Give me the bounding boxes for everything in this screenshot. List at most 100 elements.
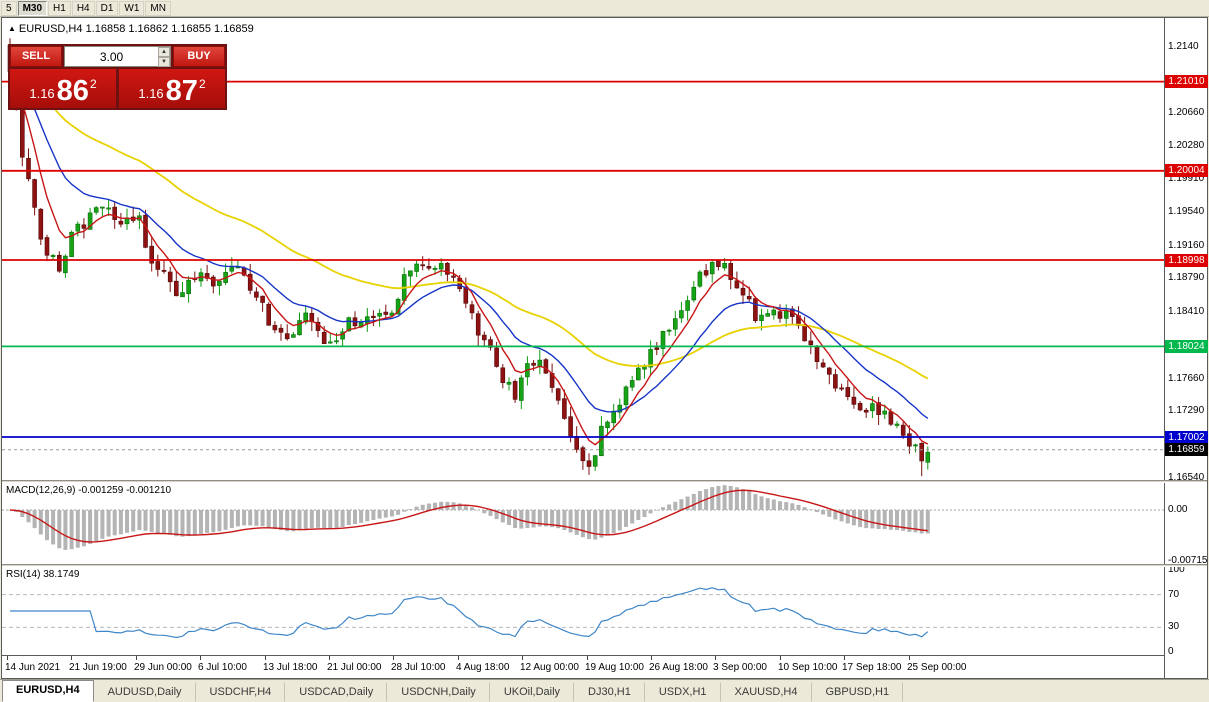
price-axis-tick: 1.17290 — [1168, 405, 1205, 416]
time-axis-label: 13 Jul 18:00 — [263, 662, 318, 673]
price-axis-tick: 1.20280 — [1168, 140, 1205, 151]
buy-button[interactable]: BUY — [173, 46, 225, 67]
time-axis-label: 21 Jul 00:00 — [327, 662, 382, 673]
price-line-tag: 1.17002 — [1165, 431, 1208, 444]
price-line-tag: 1.18998 — [1165, 254, 1208, 267]
current-price-tag: 1.16859 — [1165, 443, 1208, 456]
time-axis[interactable]: 14 Jun 2021 21 Jun 19:00 29 Jun 00:00 6 Jul… — [2, 655, 1164, 678]
buy-price-point: 2 — [198, 77, 206, 91]
time-axis-label: 25 Sep 00:00 — [907, 662, 967, 673]
timeframe-button-5[interactable]: 5 — [1, 0, 17, 16]
one-click-trade-panel: SELL ▲ ▼ BUY 1.16862 1.168 — [8, 44, 227, 110]
time-axis-tick — [136, 656, 137, 660]
time-axis-label: 19 Aug 10:00 — [585, 662, 644, 673]
price-line-tag: 1.21010 — [1165, 75, 1208, 88]
rsi-indicator-label: RSI(14) 38.1749 — [6, 569, 80, 580]
rsi-pane[interactable]: RSI(14) 38.1749 — [2, 567, 1164, 655]
time-axis-tick — [909, 656, 910, 660]
timeframe-button-W1[interactable]: W1 — [119, 0, 145, 16]
price-pane[interactable]: ▲ EURUSD,H4 1.16858 1.16862 1.16855 1.168… — [2, 18, 1164, 480]
timeframe-button-H1[interactable]: H1 — [48, 0, 71, 16]
time-axis-tick — [393, 656, 394, 660]
macd-pane[interactable]: MACD(12,26,9) -0.001259 -0.001210 — [2, 483, 1164, 564]
sell-price-pips: 86 — [56, 75, 89, 108]
sell-price-point: 2 — [89, 77, 97, 91]
sell-price-button[interactable]: 1.16 86 2 — [10, 69, 116, 108]
pane-splitter[interactable] — [2, 564, 1207, 567]
time-axis-label: 14 Jun 2021 — [5, 662, 61, 673]
time-axis-tick — [458, 656, 459, 660]
chart-window: ▲ EURUSD,H4 1.16858 1.16862 1.16855 1.168… — [1, 17, 1208, 679]
sell-button[interactable]: SELL — [10, 46, 62, 67]
sell-price-base: 1.16 — [29, 86, 55, 101]
buy-price-button[interactable]: 1.16 87 2 — [119, 69, 225, 108]
timeframe-button-MN[interactable]: MN — [145, 0, 171, 16]
volume-increase-button[interactable]: ▲ — [158, 47, 170, 57]
time-axis-label: 26 Aug 18:00 — [649, 662, 708, 673]
time-axis-tick — [71, 656, 72, 660]
price-axis-tick: 1.2140 — [1168, 41, 1199, 52]
time-axis-tick — [200, 656, 201, 660]
buy-price-pips: 87 — [165, 75, 198, 108]
time-axis-tick — [265, 656, 266, 660]
macd-axis-label: 0.00 — [1168, 504, 1188, 515]
chart-title: ▲ EURUSD,H4 1.16858 1.16862 1.16855 1.168… — [8, 23, 254, 35]
time-axis-tick — [780, 656, 781, 660]
chart-tab-AUDUSD-Daily[interactable]: AUDUSD,Daily — [94, 682, 196, 702]
timeframe-toolbar: 5 M30 H1 H4 D1 W1 MN — [0, 0, 1209, 17]
time-axis-label: 21 Jun 19:00 — [69, 662, 127, 673]
macd-chart[interactable] — [2, 483, 1164, 564]
macd-indicator-label: MACD(12,26,9) -0.001259 -0.001210 — [6, 485, 172, 496]
time-axis-tick — [715, 656, 716, 660]
chart-tab-USDX-H1[interactable]: USDX,H1 — [645, 682, 721, 702]
chart-tab-DJ30-H1[interactable]: DJ30,H1 — [574, 682, 645, 702]
pane-splitter[interactable] — [2, 480, 1207, 483]
chart-tab-GBPUSD-H1[interactable]: GBPUSD,H1 — [812, 682, 904, 702]
time-axis-tick — [651, 656, 652, 660]
price-axis-tick: 1.19160 — [1168, 240, 1205, 251]
chart-tab-UKOil-Daily[interactable]: UKOil,Daily — [490, 682, 575, 702]
price-axis-tick: 1.19540 — [1168, 206, 1205, 217]
time-axis-tick — [7, 656, 8, 660]
rsi-axis-label: 0 — [1168, 646, 1174, 657]
one-click-toggle-icon[interactable]: ▲ — [8, 24, 16, 33]
price-line-tag: 1.20004 — [1165, 164, 1208, 177]
price-axis-tick: 1.18790 — [1168, 272, 1205, 283]
timeframe-button-D1[interactable]: D1 — [95, 0, 119, 16]
chart-tab-EURUSD-H4[interactable]: EURUSD,H4 — [2, 680, 94, 702]
time-axis-label: 10 Sep 10:00 — [778, 662, 838, 673]
time-axis-label: 17 Sep 18:00 — [842, 662, 902, 673]
time-axis-tick — [587, 656, 588, 660]
rsi-chart[interactable] — [2, 567, 1164, 655]
rsi-axis-label: 100 — [1168, 564, 1185, 575]
timeframe-button-H4[interactable]: H4 — [71, 0, 95, 16]
price-axis[interactable]: 1.2140 1.20660 1.20280 1.19910 1.19540 1.1916… — [1164, 18, 1208, 678]
chart-tabs-bar: EURUSD,H4 AUDUSD,Daily USDCHF,H4 USDCAD,Dai… — [0, 679, 1209, 702]
time-axis-label: 4 Aug 18:00 — [456, 662, 510, 673]
rsi-axis-label: 70 — [1168, 589, 1180, 600]
time-axis-label: 12 Aug 00:00 — [520, 662, 579, 673]
price-axis-tick: 1.17660 — [1168, 373, 1205, 384]
chart-tab-USDCHF-H4[interactable]: USDCHF,H4 — [196, 682, 286, 702]
price-line-tag: 1.18024 — [1165, 340, 1208, 353]
timeframe-button-M30[interactable]: M30 — [17, 0, 48, 16]
volume-box: ▲ ▼ — [64, 46, 171, 67]
volume-input[interactable] — [65, 47, 158, 66]
macd-axis-label: -0.00715 — [1168, 555, 1208, 566]
chart-tab-USDCNH-Daily[interactable]: USDCNH,Daily — [387, 682, 490, 702]
price-axis-tick: 1.18410 — [1168, 306, 1205, 317]
chart-tab-USDCAD-Daily[interactable]: USDCAD,Daily — [285, 682, 388, 702]
price-axis-tick: 1.19910 — [1168, 173, 1205, 184]
time-axis-label: 6 Jul 10:00 — [198, 662, 247, 673]
volume-decrease-button[interactable]: ▼ — [158, 57, 170, 67]
time-axis-label: 3 Sep 00:00 — [713, 662, 767, 673]
price-axis-tick: 1.16540 — [1168, 472, 1205, 483]
time-axis-tick — [844, 656, 845, 660]
price-axis-tick: 1.20660 — [1168, 107, 1205, 118]
time-axis-tick — [329, 656, 330, 660]
time-axis-label: 28 Jul 10:00 — [391, 662, 446, 673]
rsi-axis-label: 30 — [1168, 621, 1180, 632]
chart-ohlc-readout: 1.16858 1.16862 1.16855 1.16859 — [85, 23, 254, 35]
chart-tab-XAUUSD-H4[interactable]: XAUUSD,H4 — [721, 682, 812, 702]
